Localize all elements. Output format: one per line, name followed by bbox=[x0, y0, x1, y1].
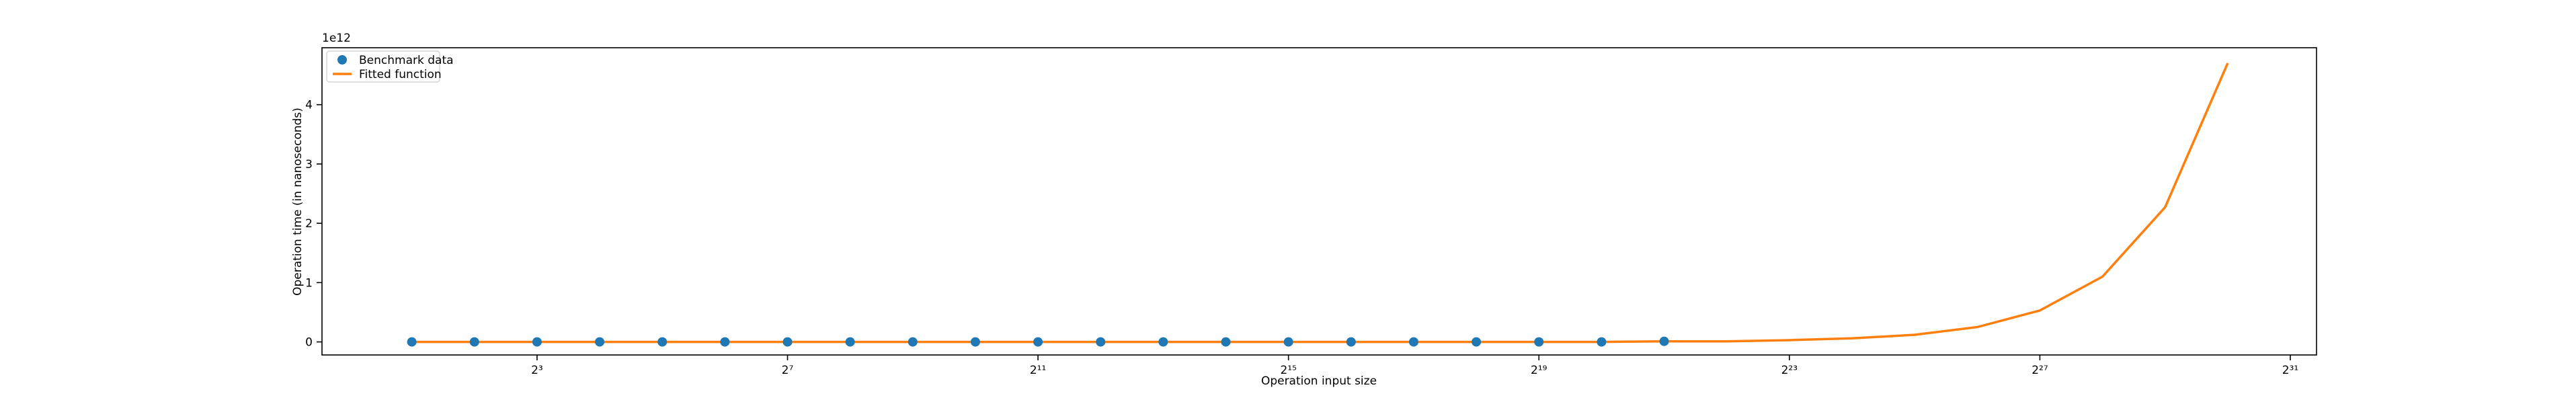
data-point bbox=[720, 337, 730, 347]
legend-box bbox=[326, 50, 440, 83]
data-point bbox=[1597, 337, 1607, 347]
data-point bbox=[1221, 337, 1231, 347]
x-tick-label: 2⁷ bbox=[782, 364, 794, 377]
data-point bbox=[845, 337, 855, 347]
data-point bbox=[1659, 336, 1669, 346]
data-point bbox=[1534, 337, 1544, 347]
data-point bbox=[1408, 337, 1418, 347]
x-axis-label: Operation input size bbox=[1261, 374, 1377, 388]
x-tick-label: 2¹¹ bbox=[1030, 364, 1046, 377]
data-point bbox=[1472, 337, 1482, 347]
data-point bbox=[908, 337, 918, 347]
legend-marker bbox=[337, 55, 347, 65]
y-tick-label: 2 bbox=[305, 217, 313, 231]
x-tick-label: 2²³ bbox=[1781, 364, 1798, 377]
y-tick-label: 0 bbox=[305, 336, 313, 350]
data-point bbox=[1033, 337, 1043, 347]
legend-label: Fitted function bbox=[359, 68, 442, 81]
data-point bbox=[1096, 337, 1106, 347]
data-point bbox=[532, 337, 542, 347]
data-point bbox=[469, 337, 479, 347]
x-tick-label: 2³ bbox=[531, 364, 543, 377]
y-offset-label: 1e12 bbox=[322, 32, 351, 45]
legend-label: Benchmark data bbox=[359, 54, 454, 67]
data-point bbox=[970, 337, 980, 347]
data-point bbox=[1158, 337, 1168, 347]
x-tick-label: 2³¹ bbox=[2282, 364, 2298, 377]
y-tick-label: 4 bbox=[305, 99, 313, 112]
x-tick-label: 2²⁷ bbox=[2031, 364, 2048, 377]
x-tick-label: 2¹⁹ bbox=[1531, 364, 1547, 377]
x-tick-label: 2¹⁵ bbox=[1280, 364, 1296, 377]
data-point bbox=[407, 337, 417, 347]
data-point bbox=[657, 337, 668, 347]
data-point bbox=[1346, 337, 1356, 347]
data-point bbox=[782, 337, 793, 347]
data-point bbox=[1283, 337, 1293, 347]
y-tick-label: 1 bbox=[305, 276, 313, 290]
plot-frame bbox=[321, 47, 2317, 356]
fitted-line bbox=[411, 63, 2229, 344]
y-tick-label: 3 bbox=[305, 158, 313, 171]
data-point bbox=[595, 337, 605, 347]
y-axis-label: Operation time (in nanoseconds) bbox=[291, 108, 305, 296]
